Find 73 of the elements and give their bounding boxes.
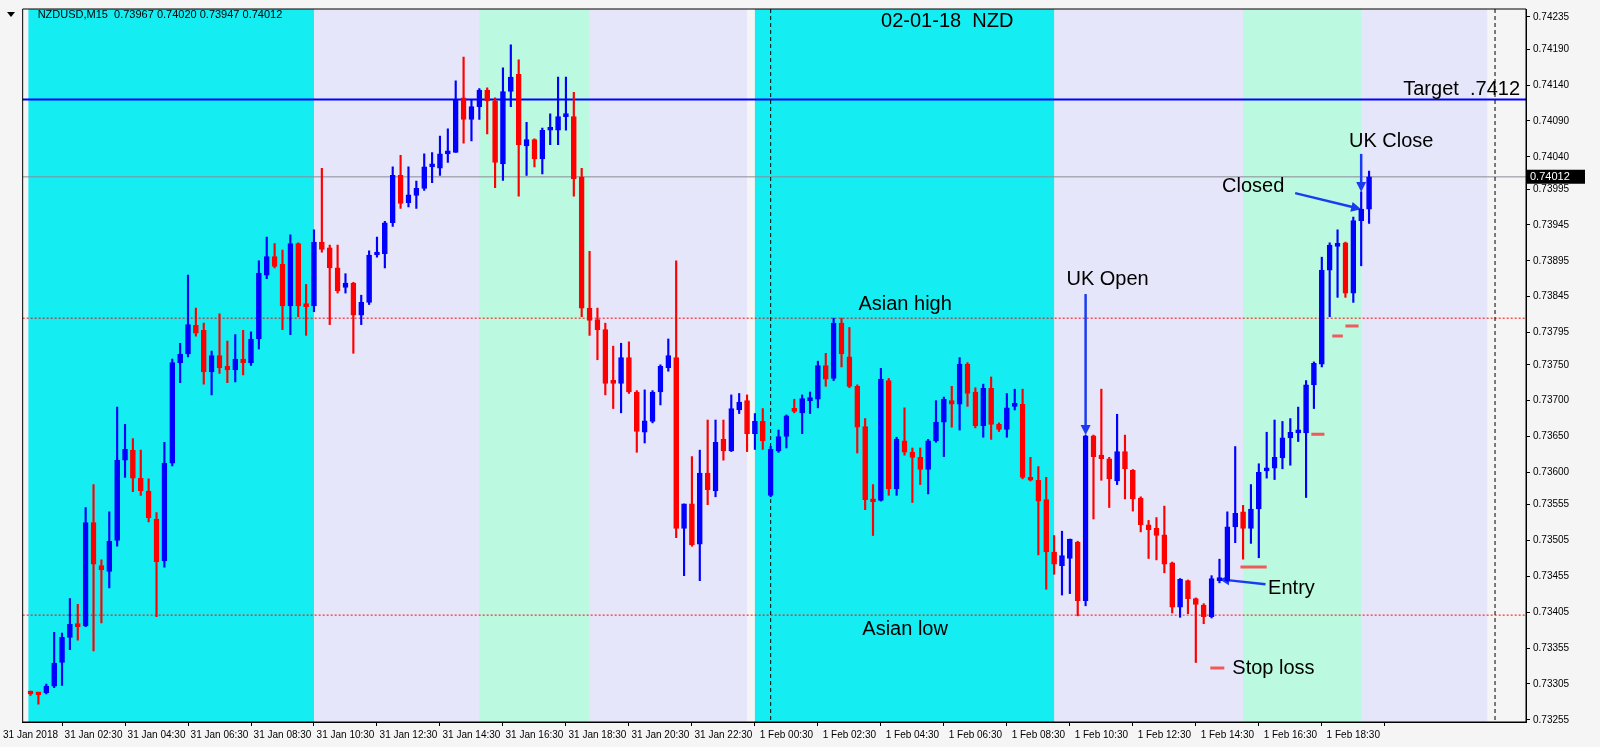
y-tick-label: 0.73700 xyxy=(1533,394,1570,406)
annotation: Closed xyxy=(1222,173,1285,196)
y-tick-label: 0.73750 xyxy=(1533,358,1570,370)
x-tick-label: 31 Jan 18:30 xyxy=(568,728,627,740)
ref-line-label: Asian low xyxy=(862,616,949,639)
x-tick-label: 1 Feb 14:30 xyxy=(1200,728,1255,740)
annotation: UK Close xyxy=(1348,129,1434,152)
y-tick-label: 0.73895 xyxy=(1533,254,1570,266)
x-tick-label: 31 Jan 2018 xyxy=(3,728,59,740)
y-tick-label: 0.73355 xyxy=(1533,641,1570,653)
x-tick-label: 31 Jan 04:30 xyxy=(127,728,186,740)
candlestick xyxy=(311,229,317,313)
y-tick-label: 0.74140 xyxy=(1533,78,1570,90)
x-tick-label: 1 Feb 06:30 xyxy=(948,728,1003,740)
x-tick-label: 1 Feb 12:30 xyxy=(1137,728,1192,740)
ref-line-label: 0.74012 xyxy=(1530,169,1570,182)
annotation: UK Open xyxy=(1066,266,1149,289)
candlestick xyxy=(248,331,254,366)
x-tick-label: 1 Feb 04:30 xyxy=(885,728,940,740)
candlestick xyxy=(122,423,128,478)
y-tick-label: 0.73650 xyxy=(1533,430,1570,442)
candlestick xyxy=(744,394,750,452)
candlestick xyxy=(996,422,1002,432)
candlestick xyxy=(1059,530,1065,596)
chart-title: 02-01-18 NZD xyxy=(881,8,1014,31)
candlestick xyxy=(185,274,191,358)
candlestick xyxy=(807,391,813,414)
candlestick xyxy=(1122,434,1128,500)
x-tick-label: 31 Jan 02:30 xyxy=(64,728,123,740)
y-tick-label: 0.73455 xyxy=(1533,570,1570,582)
y-tick-label: 0.73845 xyxy=(1533,290,1570,302)
y-tick-label: 0.73305 xyxy=(1533,677,1570,689)
ref-line-label: Asian high xyxy=(858,291,952,314)
y-tick-label: 0.73555 xyxy=(1533,498,1570,510)
x-tick-label: 31 Jan 08:30 xyxy=(253,728,312,740)
x-tick-label: 31 Jan 22:30 xyxy=(694,728,753,740)
y-tick-label: 0.74235 xyxy=(1533,10,1570,22)
y-tick-label: 0.73405 xyxy=(1533,606,1570,617)
x-tick-label: 31 Jan 16:30 xyxy=(505,728,564,740)
x-tick-label: 1 Feb 00:30 xyxy=(759,728,814,740)
candlestick xyxy=(59,632,65,686)
x-tick-label: 31 Jan 10:30 xyxy=(316,728,375,740)
x-tick-label: 31 Jan 20:30 xyxy=(631,728,690,740)
x-tick-label: 1 Feb 10:30 xyxy=(1074,728,1129,740)
legend-label: Stop loss xyxy=(1232,655,1315,678)
y-tick-label: 0.74090 xyxy=(1533,114,1570,126)
y-tick-label: 0.73945 xyxy=(1533,218,1570,230)
x-tick-label: 1 Feb 08:30 xyxy=(1011,728,1066,740)
y-tick-label: 0.73795 xyxy=(1533,326,1570,338)
candlestick xyxy=(681,503,687,576)
y-tick-label: 0.74040 xyxy=(1533,150,1570,162)
candlestick xyxy=(1248,484,1254,544)
y-tick-label: 0.73995 xyxy=(1533,182,1570,194)
ref-line-label: Target .7412 xyxy=(1403,76,1520,99)
candlestick xyxy=(437,135,443,176)
candlestick xyxy=(1027,456,1034,482)
y-tick-label: 0.74190 xyxy=(1533,42,1570,54)
candlestick xyxy=(870,484,876,536)
x-tick-label: 31 Jan 14:30 xyxy=(442,728,501,740)
candlestick xyxy=(1334,229,1341,298)
annotation: Entry xyxy=(1268,575,1315,598)
x-tick-label: 1 Feb 18:30 xyxy=(1326,728,1381,740)
x-tick-label: 1 Feb 02:30 xyxy=(822,728,877,740)
x-tick-label: 1 Feb 16:30 xyxy=(1263,728,1318,740)
x-tick-label: 31 Jan 12:30 xyxy=(379,728,438,740)
y-tick-label: 0.73505 xyxy=(1533,534,1570,546)
y-tick-label: 0.73600 xyxy=(1533,466,1570,478)
y-tick-label: 0.73255 xyxy=(1533,713,1570,725)
candlestick xyxy=(1216,558,1223,584)
candlestick xyxy=(1366,170,1372,224)
x-tick-label: 31 Jan 06:30 xyxy=(190,728,249,740)
candlestick xyxy=(933,400,939,443)
chart-subtitle: NZDUSD,M15 0.73967 0.74020 0.73947 0.74012 xyxy=(37,8,283,21)
